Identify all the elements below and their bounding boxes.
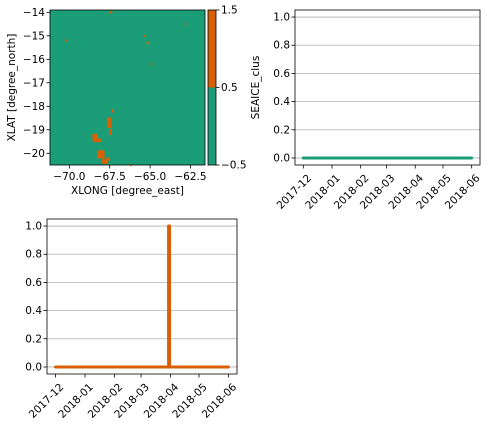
bottom-series-ytick-label-4: 0.8 <box>25 249 42 261</box>
map-cell-2 <box>97 150 105 159</box>
colorbar-tick-label-0: −0.5 <box>221 160 247 172</box>
map-cell-11 <box>150 62 153 66</box>
map-background <box>50 10 205 165</box>
map-xtick-label-3: −62.5 <box>174 171 206 183</box>
map-ytick-label-5: −15 <box>23 30 45 42</box>
map-cell-0 <box>92 133 99 140</box>
map-frame <box>49 9 206 166</box>
bottom-series-ytick-label-3: 0.6 <box>25 277 42 289</box>
map-cell-12 <box>184 22 187 26</box>
map-xtick-label-2: −65.0 <box>134 171 166 183</box>
top-series-frame <box>294 9 481 166</box>
map-ytick-label-0: −20 <box>23 148 45 160</box>
map-xtick-label-0: −70.0 <box>53 171 85 183</box>
bottom-series-series-line-0 <box>54 224 230 369</box>
map-cell-10 <box>146 41 149 45</box>
map-cell-6 <box>106 157 110 161</box>
map-cell-13 <box>65 39 67 42</box>
map-xlabel: XLONG [degree_east] <box>71 185 184 197</box>
bottom-series-frame <box>46 218 238 375</box>
map-ytick-label-6: −14 <box>23 7 45 19</box>
map-cell-4 <box>106 117 111 129</box>
colorbar-tick-label-2: 1.5 <box>221 5 238 17</box>
top-series-ytick-label-0: 0.0 <box>273 152 290 164</box>
bottom-series-ytick-label-2: 0.4 <box>25 305 42 317</box>
map-cell-8 <box>112 109 114 113</box>
colorbar-tick-label-1: 0.5 <box>221 82 238 94</box>
colorbar-segment-1 <box>208 10 216 88</box>
colorbar-label: SEAICE_clus <box>250 56 262 120</box>
bottom-series-panel: 0.00.20.40.60.81.02017-122018-012018-022… <box>25 218 239 421</box>
bottom-series-plot-area <box>47 219 237 374</box>
map-cell-5 <box>109 129 112 136</box>
map-xtick-label-1: −67.5 <box>94 171 126 183</box>
map-ytick-label-4: −16 <box>23 54 45 66</box>
map-ylabel: XLAT [degree_north] <box>6 34 18 142</box>
map-ytick-label-1: −19 <box>23 124 45 136</box>
map-ytick-label-2: −18 <box>23 101 45 113</box>
map-ytick-label-3: −17 <box>23 77 45 89</box>
top-series-ytick-label-3: 0.6 <box>273 68 290 80</box>
bottom-series-ytick-label-5: 1.0 <box>25 221 42 233</box>
colorbar-segment-0 <box>208 87 216 165</box>
map-panel: −70.0 −67.5 −65.0 −62.5 −20 −19 −18 −17 −16 −15 −1… <box>6 7 207 197</box>
colorbar: −0.5 0.5 1.5 SEAICE_clus <box>207 5 262 172</box>
map-cell-1 <box>92 138 101 143</box>
bottom-series-ytick-label-0: 0.0 <box>25 361 42 373</box>
map-cell-7 <box>108 11 113 14</box>
top-series-plot-area <box>295 10 480 165</box>
top-series-ytick-label-2: 0.4 <box>273 96 290 108</box>
top-series-ytick-label-5: 1.0 <box>273 12 290 24</box>
top-series-ytick-label-4: 0.8 <box>273 40 290 52</box>
top-series-panel: 0.00.20.40.60.81.02017-122018-012018-022… <box>273 9 483 212</box>
bottom-series-ytick-label-1: 0.2 <box>25 333 42 345</box>
map-cell-9 <box>143 34 146 37</box>
top-series-ytick-label-1: 0.2 <box>273 124 290 136</box>
map-cell-3 <box>102 159 108 164</box>
